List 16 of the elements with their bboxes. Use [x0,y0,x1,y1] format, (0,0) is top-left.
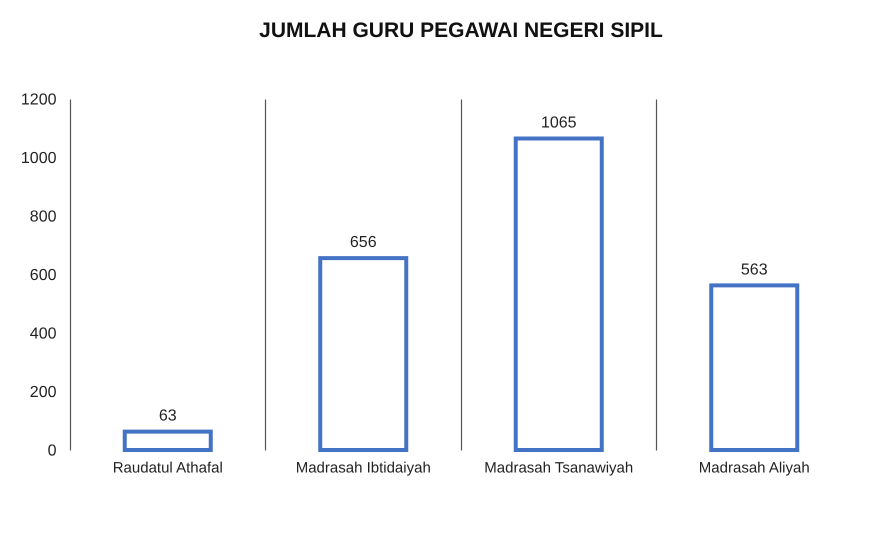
x-tick-label: Madrasah Tsanawiyah [484,460,634,476]
x-tick-label: Madrasah Aliyah [698,460,810,476]
y-tick-label: 1000 [20,150,57,167]
x-tick-label: Madrasah Ibtidaiyah [296,460,431,476]
y-tick-label: 600 [30,267,57,284]
data-label: 656 [350,234,377,252]
y-tick-label: 400 [30,326,57,342]
data-label: 1065 [540,114,577,132]
data-label: 63 [158,408,177,425]
y-tick-label: 200 [30,384,57,401]
y-tick-label: 800 [30,208,57,226]
chart-title: JUMLAH GURU PEGAWAI NEGERI SIPIL [259,19,664,42]
y-tick-label: 1200 [20,92,57,108]
y-tick-label: 0 [48,442,57,460]
data-label: 563 [740,261,768,278]
x-tick-label: Raudatul Athafal [112,460,223,476]
